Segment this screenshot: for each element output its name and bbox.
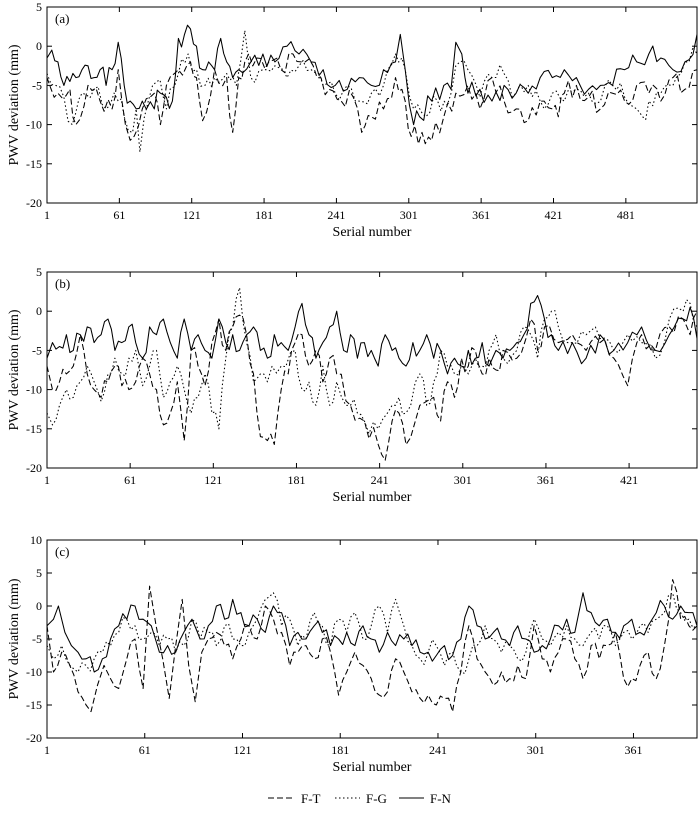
x-tick-label: 241 bbox=[429, 743, 447, 757]
x-axis-label: Serial number bbox=[333, 225, 412, 240]
x-tick-label: 421 bbox=[620, 473, 638, 487]
series-line-f-g bbox=[46, 592, 698, 675]
y-tick-label: 5 bbox=[36, 566, 42, 580]
x-tick-label: 61 bbox=[124, 473, 136, 487]
y-tick-label: -15 bbox=[26, 157, 42, 171]
x-tick-label: 241 bbox=[371, 473, 389, 487]
panels-group: 50-5-10-15-201 61 121 181 241 301 361 421 481Ser… bbox=[7, 0, 698, 775]
series-line-f-n bbox=[46, 24, 698, 126]
series-line-f-g bbox=[46, 29, 698, 153]
y-tick-label: 0 bbox=[36, 304, 42, 318]
y-tick-label: 5 bbox=[36, 0, 42, 14]
plot-frame bbox=[46, 271, 698, 469]
y-tick-label: -20 bbox=[26, 461, 42, 475]
plot-frame bbox=[46, 6, 698, 204]
x-tick-label: 361 bbox=[472, 208, 490, 222]
x-tick-label: 361 bbox=[624, 743, 642, 757]
x-tick-label: 181 bbox=[255, 208, 273, 222]
y-tick-label: -15 bbox=[26, 698, 42, 712]
legend-label-fg: F-G bbox=[366, 791, 387, 806]
panel-label: (a) bbox=[55, 11, 69, 26]
x-tick-label: 1 bbox=[44, 208, 50, 222]
legend-label-fn: F-N bbox=[430, 791, 452, 806]
chart-panel-2: 5 0 -5 -10 -15 -201 61 121 181 241 301 361 421 Serial… bbox=[7, 265, 698, 505]
y-tick-label: -20 bbox=[26, 196, 42, 210]
x-tick-label: 301 bbox=[527, 743, 545, 757]
legend: F-T F-G F-N bbox=[268, 791, 452, 806]
x-tick-label: 181 bbox=[331, 743, 349, 757]
x-tick-label: 121 bbox=[204, 473, 222, 487]
y-axis-label: PWV deviation (mm) bbox=[7, 44, 22, 165]
x-tick-label: 421 bbox=[544, 208, 562, 222]
legend-label-ft: F-T bbox=[301, 791, 321, 806]
y-tick-label: 10 bbox=[30, 533, 42, 547]
x-tick-label: 121 bbox=[183, 208, 201, 222]
x-tick-label: 301 bbox=[400, 208, 418, 222]
x-axis-label: Serial number bbox=[333, 760, 412, 775]
y-tick-label: 0 bbox=[36, 39, 42, 53]
y-tick-label: 5 bbox=[36, 265, 42, 279]
y-tick-label: -10 bbox=[26, 383, 42, 397]
y-tick-label: -10 bbox=[26, 665, 42, 679]
y-tick-label: -10 bbox=[26, 118, 42, 132]
x-tick-label: 361 bbox=[537, 473, 555, 487]
x-axis-label: Serial number bbox=[333, 490, 412, 505]
x-tick-label: 241 bbox=[327, 208, 345, 222]
y-axis-label: PWV deviation (mm) bbox=[7, 309, 22, 430]
chart-panel-3: 10 5 0 -5 -10 -15 -201 61 121 181 241 301 361 Serial … bbox=[7, 533, 698, 775]
y-tick-label: -20 bbox=[26, 731, 42, 745]
x-tick-label: 1 bbox=[44, 743, 50, 757]
x-tick-label: 481 bbox=[617, 208, 635, 222]
y-tick-label: -5 bbox=[32, 632, 42, 646]
y-tick-label: -5 bbox=[32, 343, 42, 357]
x-tick-label: 121 bbox=[233, 743, 251, 757]
y-tick-label: 0 bbox=[36, 599, 42, 613]
x-tick-label: 181 bbox=[287, 473, 305, 487]
panel-label: (c) bbox=[55, 544, 69, 559]
y-axis-label: PWV deviation (mm) bbox=[7, 578, 22, 699]
x-tick-label: 61 bbox=[139, 743, 151, 757]
series-line-f-g bbox=[46, 287, 698, 435]
series-line-f-t bbox=[46, 579, 698, 713]
y-tick-label: -5 bbox=[32, 78, 42, 92]
y-tick-label: -15 bbox=[26, 422, 42, 436]
panel-label: (b) bbox=[55, 276, 70, 291]
x-tick-label: 1 bbox=[44, 473, 50, 487]
x-tick-label: 301 bbox=[454, 473, 472, 487]
chart-panel-1: 5 0 -5 -10 -15 -201 61 121 181 241 301 361 421 481 Ser… bbox=[7, 0, 698, 240]
series-line-f-t bbox=[46, 310, 698, 461]
x-tick-label: 61 bbox=[113, 208, 125, 222]
series-line-f-n bbox=[46, 294, 698, 375]
series-line-f-t bbox=[46, 52, 698, 145]
series-line-f-n bbox=[46, 592, 698, 673]
